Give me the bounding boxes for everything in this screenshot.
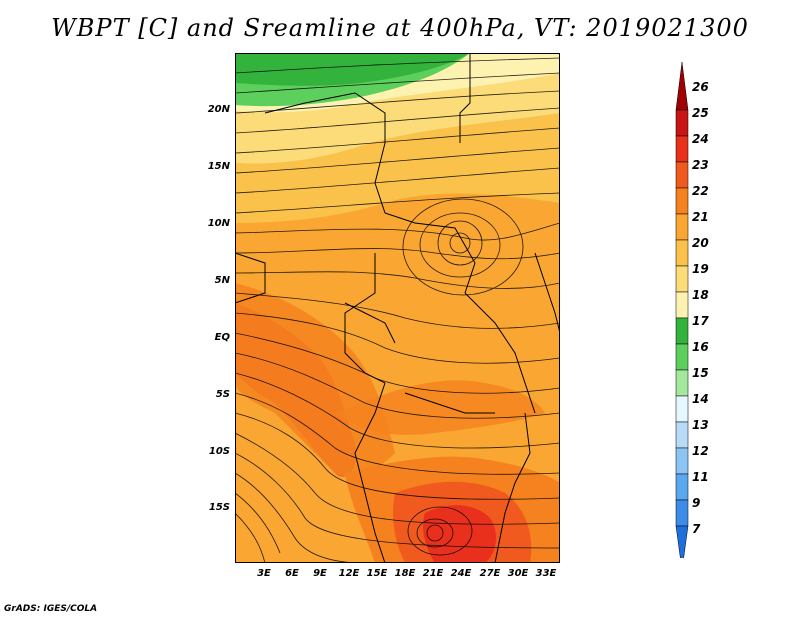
colorbar-label-14: 14: [692, 392, 709, 406]
lon-label-18e: 18E: [394, 568, 416, 579]
colorbar-swatch-12: [675, 447, 689, 475]
chart-title: WBPT [C] and Sreamline at 400hPa, VT: 20…: [51, 14, 749, 42]
colorbar-swatch-20: [675, 239, 689, 267]
lat-label-5s: 5S: [215, 389, 230, 400]
colorbar-label-21: 21: [692, 210, 709, 224]
lat-label-eq: EQ: [214, 332, 230, 343]
colorbar-label-18: 18: [692, 288, 709, 302]
colorbar-label-13: 13: [692, 418, 709, 432]
colorbar-label-16: 16: [692, 340, 709, 354]
lat-label-15s: 15S: [208, 502, 230, 513]
colorbar-label-20: 20: [692, 236, 709, 250]
colorbar-swatch-13: [675, 421, 689, 449]
wbpt-west-22: [235, 283, 395, 477]
lon-label-21e: 21E: [422, 568, 444, 579]
colorbar-label-9: 9: [692, 496, 701, 510]
colorbar-swatch-19: [675, 265, 689, 293]
colorbar-label-25: 25: [692, 106, 709, 120]
colorbar-swatch-15: [675, 369, 689, 397]
colorbar-label-17: 17: [692, 314, 709, 328]
colorbar-swatch-14: [675, 395, 689, 423]
lat-label-15n: 15N: [207, 161, 230, 172]
colorbar-label-11: 11: [692, 470, 709, 484]
colorbar-swatch-16: [675, 343, 689, 371]
colorbar-swatch-18: [675, 291, 689, 319]
lon-label-6e: 6E: [285, 568, 299, 579]
colorbar-label-24: 24: [692, 132, 709, 146]
footer-credit: GrADS: IGES/COLA: [4, 604, 98, 614]
colorbar-swatch-25: [675, 109, 689, 137]
colorbar-swatch-23: [675, 161, 689, 189]
wbpt-green-16: [235, 53, 470, 86]
lon-label-3e: 3E: [257, 568, 271, 579]
colorbar-swatch-22: [675, 187, 689, 215]
colorbar-swatch-11: [675, 473, 689, 501]
colorbar-label-23: 23: [692, 158, 709, 172]
colorbar-swatch-24: [675, 135, 689, 163]
wbpt-central-22: [335, 380, 545, 435]
wbpt-band-20: [235, 113, 560, 223]
colorbar-swatch-7: [675, 525, 689, 558]
lon-label-33e: 33E: [535, 568, 557, 579]
lon-label-24e: 24E: [450, 568, 472, 579]
colorbar-swatch-9: [675, 499, 689, 527]
colorbar-label-7: 7: [692, 522, 701, 536]
lon-label-9e: 9E: [313, 568, 327, 579]
lat-label-10n: 10N: [207, 218, 230, 229]
colorbar-swatch-26: [675, 62, 689, 111]
colorbar: [675, 62, 689, 558]
lat-label-10s: 10S: [208, 446, 230, 457]
streamlines: [235, 57, 560, 563]
colorbar-label-26: 26: [692, 80, 709, 94]
lon-label-15e: 15E: [366, 568, 388, 579]
lon-label-27e: 27E: [479, 568, 501, 579]
colorbar-label-19: 19: [692, 262, 709, 276]
colorbar-label-12: 12: [692, 444, 709, 458]
wbpt-map: [235, 53, 560, 563]
country-borders: [235, 53, 560, 563]
lon-label-30e: 30E: [507, 568, 529, 579]
lon-label-12e: 12E: [338, 568, 360, 579]
lat-label-5n: 5N: [214, 275, 230, 286]
colorbar-swatch-17: [675, 317, 689, 345]
colorbar-label-15: 15: [692, 366, 709, 380]
colorbar-label-22: 22: [692, 184, 709, 198]
colorbar-swatch-21: [675, 213, 689, 241]
lat-label-20n: 20N: [207, 104, 230, 115]
